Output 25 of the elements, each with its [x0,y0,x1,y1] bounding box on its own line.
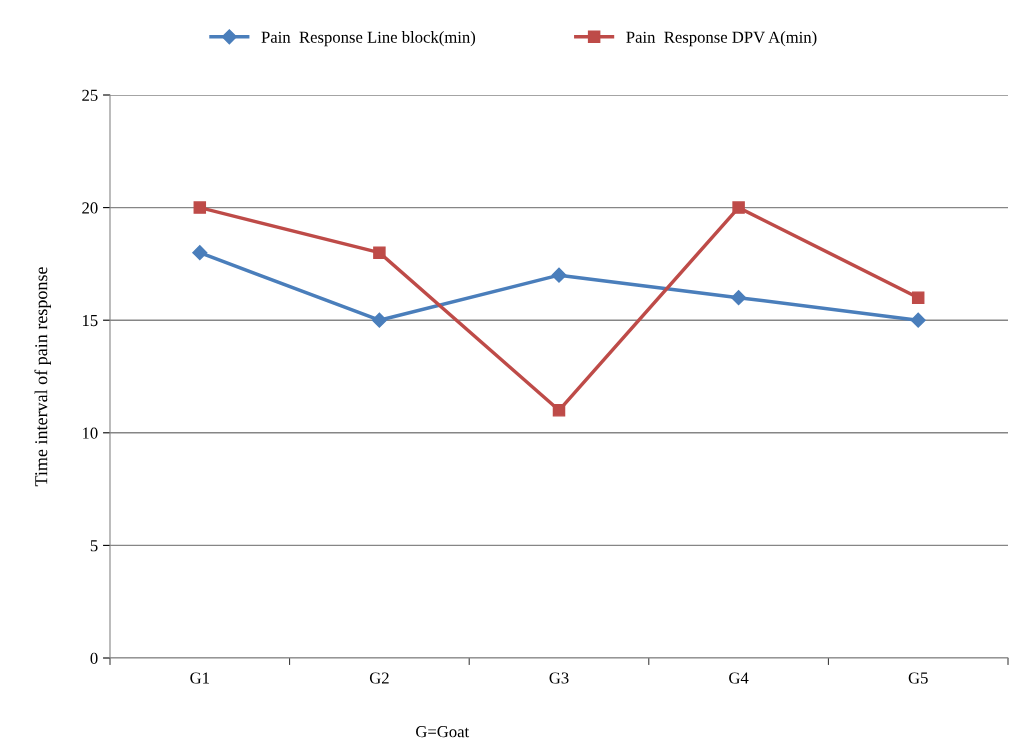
x-tick-label: G2 [369,672,389,684]
y-tick-label: 15 [82,314,98,327]
point [552,404,566,417]
point [371,312,387,328]
point [911,291,925,304]
point [193,201,207,214]
y-axis-title: Time interval of pain response [34,267,51,487]
point [732,201,745,214]
x-axis-title: G=Goat [416,726,470,738]
point [910,312,926,328]
x-tick-label: G5 [908,672,928,684]
y-tick-label: 0 [90,652,98,664]
legend-label: Pain Response Line block(min) [261,31,476,47]
point [373,246,386,259]
y-tick-label: 25 [82,89,98,101]
point [192,245,208,261]
point [551,267,567,283]
x-tick-label: G1 [190,672,209,684]
legend-label: Pain Response DPV A(min) [626,31,817,47]
x-tick-label: G4 [729,672,749,684]
y-tick-label: 10 [82,427,98,439]
y-tick-label: 5 [90,540,98,552]
y-tick-label: 20 [82,202,98,214]
x-tick-label: G3 [549,672,569,684]
point [731,290,747,306]
